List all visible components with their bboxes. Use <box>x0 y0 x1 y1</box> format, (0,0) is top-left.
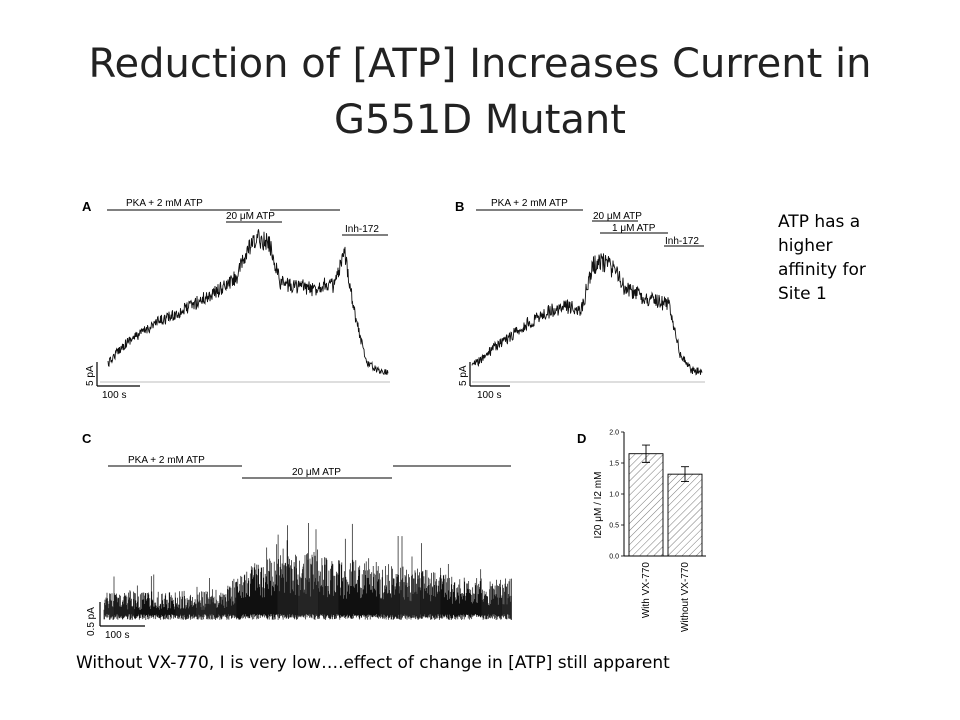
panel-d-error-bar <box>681 466 689 483</box>
panel-c-scale-y-label: 0.5 pA <box>86 607 97 636</box>
panel-d-ylabel: I20 μM / I2 mM <box>593 472 604 539</box>
panel-c-scale-x-label: 100 s <box>105 630 129 641</box>
side-note: ATP has a higher affinity for Site 1 <box>778 210 928 306</box>
panel-a-label: A <box>82 199 92 214</box>
panel-b-1um-label: 1 μM ATP <box>612 223 656 234</box>
panel-b-scale-x-label: 100 s <box>477 390 501 401</box>
panel-d-tick-label: 1.0 <box>609 492 619 499</box>
panel-b-label: B <box>455 199 464 214</box>
panel-a-pka-label: PKA + 2 mM ATP <box>126 198 203 209</box>
panel-b-scale-y-label: 5 pA <box>458 365 469 386</box>
panel-c-trace <box>103 523 512 620</box>
panel-d-category-label: With VX-770 <box>641 562 652 619</box>
panel-b-inh-label: Inh-172 <box>665 236 699 247</box>
side-note-line-3: affinity for <box>778 260 866 280</box>
panel-a-trace <box>107 229 389 376</box>
panel-d-error-bar <box>642 444 650 463</box>
panel-a-scale-y-label: 5 pA <box>85 365 96 386</box>
side-note-line-1: ATP has a <box>778 212 861 232</box>
panel-c-label: C <box>82 431 92 446</box>
panel-b-pka-label: PKA + 2 mM ATP <box>491 198 568 209</box>
slide-title: Reduction of [ATP] Increases Current in … <box>0 36 960 148</box>
slide-title-line-2: G551D Mutant <box>334 97 626 143</box>
panel-b: B PKA + 2 mM ATP 20 μM ATP 1 μM ATP Inh-… <box>455 198 705 401</box>
panel-d-bar <box>667 473 703 557</box>
panel-d-tick-label: 0.5 <box>609 523 619 530</box>
side-note-line-2: higher <box>778 236 833 256</box>
panel-a: A PKA + 2 mM ATP 20 μM ATP Inh-172 5 pA … <box>82 198 390 401</box>
panel-d-tick-label: 2.0 <box>609 430 619 437</box>
slide-title-line-1: Reduction of [ATP] Increases Current in <box>88 41 872 87</box>
panel-c-20um-label: 20 μM ATP <box>292 467 341 478</box>
panel-d-tick-label: 1.5 <box>609 461 619 468</box>
panel-d-bars: With VX-770 Without VX-770 <box>628 444 703 632</box>
panel-d-category-label: Without VX-770 <box>680 562 691 632</box>
panel-d-tick-label: 0.0 <box>609 554 619 561</box>
panel-b-trace <box>471 253 703 376</box>
panel-d-label: D <box>577 431 586 446</box>
panel-a-scale-x-label: 100 s <box>102 390 126 401</box>
panel-d-ticks: 0.0 0.5 1.0 1.5 2.0 <box>609 430 624 561</box>
panel-a-inh-label: Inh-172 <box>345 224 379 235</box>
panel-d: D 0.0 0.5 1.0 1.5 2.0 With VX-770 Without VX-… <box>577 430 706 632</box>
panel-b-20um-label: 20 μM ATP <box>593 211 642 222</box>
panel-d-bar <box>628 453 664 557</box>
side-note-line-4: Site 1 <box>778 284 827 304</box>
panel-a-20um-label: 20 μM ATP <box>226 211 275 222</box>
slide-caption: Without VX-770, I is very low….effect of… <box>76 653 670 673</box>
panel-c: C PKA + 2 mM ATP 20 μM ATP 0.5 pA 100 s <box>82 431 512 641</box>
panel-c-pka-label: PKA + 2 mM ATP <box>128 455 205 466</box>
